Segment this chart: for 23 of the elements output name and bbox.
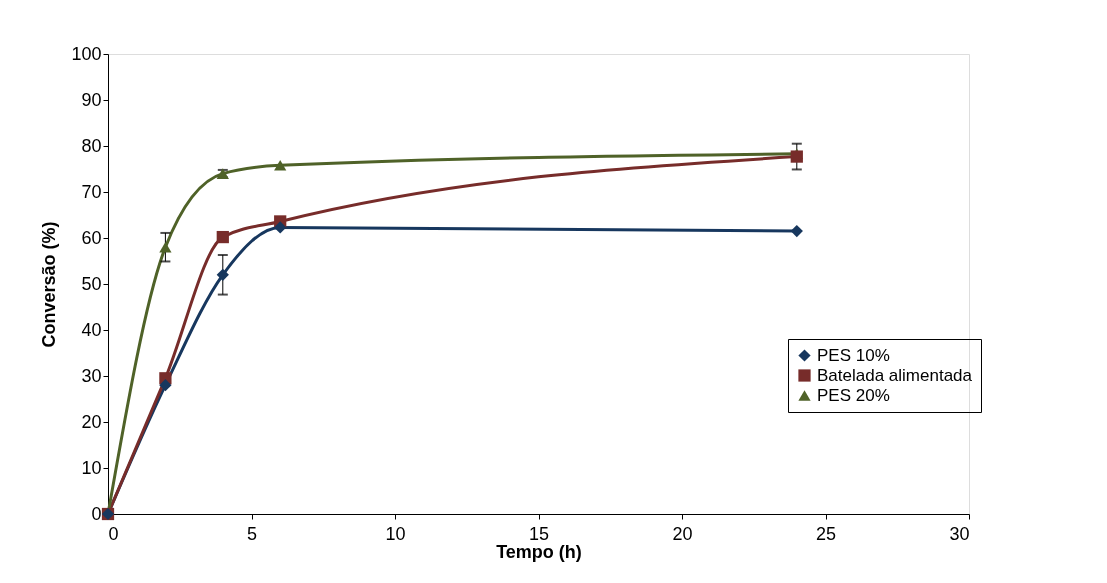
y-tick-label: 80 (81, 135, 102, 156)
x-tick-label: 0 (108, 523, 119, 544)
legend-label: Batelada alimentada (817, 365, 973, 385)
x-tick-label: 25 (815, 523, 837, 544)
x-tick-label: 10 (385, 523, 406, 544)
legend-label: PES 20% (817, 385, 890, 405)
x-tick-label: 30 (949, 523, 970, 544)
y-tick-label: 10 (81, 457, 102, 478)
y-tick-label: 90 (81, 89, 102, 110)
y-tick-label: 100 (71, 43, 102, 64)
y-tick-label: 60 (81, 227, 102, 248)
x-tick-label: 15 (528, 523, 550, 544)
y-tick-label: 50 (81, 273, 102, 294)
x-tick-label: 5 (246, 523, 258, 544)
y-tick-label: 70 (81, 181, 102, 202)
y-tick-label: 0 (91, 503, 102, 524)
x-axis-title: Tempo (h) (496, 541, 582, 562)
y-tick-label: 20 (81, 411, 102, 432)
y-axis-title: Conversão (%) (39, 221, 60, 348)
y-tick-label: 30 (81, 365, 102, 386)
x-tick-label: 20 (672, 523, 693, 544)
legend-label: PES 10% (817, 345, 890, 365)
y-tick-label: 40 (81, 319, 102, 340)
